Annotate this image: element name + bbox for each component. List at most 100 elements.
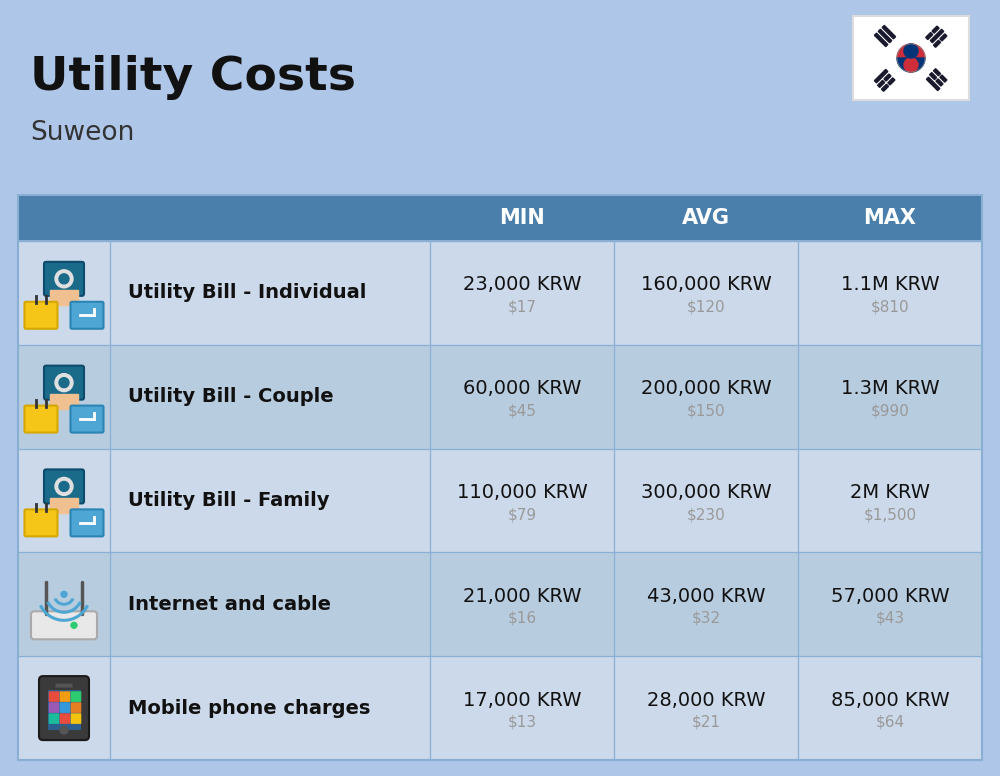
Polygon shape xyxy=(50,290,78,305)
Bar xyxy=(930,73,937,80)
Bar xyxy=(936,79,943,86)
FancyBboxPatch shape xyxy=(18,345,982,449)
FancyBboxPatch shape xyxy=(44,469,84,504)
Bar xyxy=(930,29,944,43)
Text: 200,000 KRW: 200,000 KRW xyxy=(641,379,771,398)
Bar xyxy=(888,78,895,85)
Text: 21,000 KRW: 21,000 KRW xyxy=(463,587,581,606)
FancyBboxPatch shape xyxy=(24,302,58,329)
Text: Utility Bill - Individual: Utility Bill - Individual xyxy=(128,283,366,303)
Text: 1.1M KRW: 1.1M KRW xyxy=(841,275,939,294)
FancyBboxPatch shape xyxy=(48,690,80,730)
FancyBboxPatch shape xyxy=(18,656,982,760)
Circle shape xyxy=(59,274,69,284)
Bar xyxy=(882,26,896,39)
Text: $810: $810 xyxy=(871,300,909,314)
Text: 23,000 KRW: 23,000 KRW xyxy=(463,275,581,294)
Circle shape xyxy=(55,270,73,288)
FancyBboxPatch shape xyxy=(24,509,58,536)
FancyBboxPatch shape xyxy=(71,691,81,702)
FancyBboxPatch shape xyxy=(71,702,81,713)
Bar xyxy=(878,81,885,88)
Circle shape xyxy=(904,58,918,72)
Text: Utility Costs: Utility Costs xyxy=(30,55,356,100)
Polygon shape xyxy=(50,497,78,513)
Text: 1.3M KRW: 1.3M KRW xyxy=(841,379,939,398)
FancyBboxPatch shape xyxy=(18,195,982,241)
FancyBboxPatch shape xyxy=(24,406,58,432)
Text: $64: $64 xyxy=(875,715,905,729)
Bar xyxy=(878,29,892,43)
Circle shape xyxy=(55,373,73,392)
Text: $150: $150 xyxy=(687,404,725,418)
Text: Suweon: Suweon xyxy=(30,120,134,146)
Text: $1,500: $1,500 xyxy=(863,507,917,522)
Text: 2M KRW: 2M KRW xyxy=(850,483,930,502)
Text: $120: $120 xyxy=(687,300,725,314)
Text: 17,000 KRW: 17,000 KRW xyxy=(463,691,581,709)
Circle shape xyxy=(897,44,925,72)
Polygon shape xyxy=(897,58,925,72)
Bar xyxy=(926,77,940,91)
Text: MAX: MAX xyxy=(864,208,916,228)
Bar xyxy=(874,69,888,83)
Text: $21: $21 xyxy=(692,715,720,729)
FancyBboxPatch shape xyxy=(60,691,70,702)
Text: 28,000 KRW: 28,000 KRW xyxy=(647,691,765,709)
Text: 60,000 KRW: 60,000 KRW xyxy=(463,379,581,398)
Text: $17: $17 xyxy=(508,300,536,314)
Bar xyxy=(940,75,947,82)
Bar xyxy=(884,74,891,81)
FancyBboxPatch shape xyxy=(60,713,70,724)
FancyBboxPatch shape xyxy=(49,713,59,724)
FancyBboxPatch shape xyxy=(49,702,59,713)
FancyBboxPatch shape xyxy=(18,449,982,553)
Text: Mobile phone charges: Mobile phone charges xyxy=(128,698,370,718)
Bar xyxy=(940,34,947,41)
Text: $13: $13 xyxy=(507,715,537,729)
Circle shape xyxy=(904,44,918,58)
FancyBboxPatch shape xyxy=(44,365,84,400)
Bar xyxy=(932,26,939,33)
Circle shape xyxy=(59,481,69,491)
Text: MIN: MIN xyxy=(499,208,545,228)
Circle shape xyxy=(71,622,77,629)
Circle shape xyxy=(55,477,73,495)
Text: Internet and cable: Internet and cable xyxy=(128,594,331,614)
FancyBboxPatch shape xyxy=(70,509,104,536)
Text: 110,000 KRW: 110,000 KRW xyxy=(457,483,587,502)
Text: $990: $990 xyxy=(871,404,909,418)
FancyBboxPatch shape xyxy=(18,553,982,656)
FancyBboxPatch shape xyxy=(44,262,84,296)
Text: $16: $16 xyxy=(507,611,537,625)
Text: 85,000 KRW: 85,000 KRW xyxy=(831,691,949,709)
Bar xyxy=(933,40,941,47)
Text: $43: $43 xyxy=(875,611,905,625)
Text: $45: $45 xyxy=(508,404,536,418)
Text: 300,000 KRW: 300,000 KRW xyxy=(641,483,771,502)
Text: $79: $79 xyxy=(507,507,537,522)
FancyBboxPatch shape xyxy=(60,702,70,713)
Bar xyxy=(933,69,941,76)
Text: $230: $230 xyxy=(687,507,725,522)
FancyBboxPatch shape xyxy=(49,691,59,702)
Circle shape xyxy=(61,591,67,598)
Text: 160,000 KRW: 160,000 KRW xyxy=(641,275,771,294)
FancyBboxPatch shape xyxy=(18,241,982,345)
FancyBboxPatch shape xyxy=(56,684,72,688)
Circle shape xyxy=(59,378,69,388)
Polygon shape xyxy=(897,44,925,58)
Circle shape xyxy=(60,726,68,734)
Text: $32: $32 xyxy=(691,611,721,625)
Text: Utility Bill - Family: Utility Bill - Family xyxy=(128,491,330,510)
Bar xyxy=(926,33,933,40)
FancyBboxPatch shape xyxy=(39,676,89,740)
FancyBboxPatch shape xyxy=(31,611,97,639)
Text: 43,000 KRW: 43,000 KRW xyxy=(647,587,765,606)
Text: AVG: AVG xyxy=(682,208,730,228)
Text: 57,000 KRW: 57,000 KRW xyxy=(831,587,949,606)
Text: Utility Bill - Couple: Utility Bill - Couple xyxy=(128,387,334,406)
FancyBboxPatch shape xyxy=(70,406,104,432)
Polygon shape xyxy=(50,393,78,409)
FancyBboxPatch shape xyxy=(853,16,969,100)
